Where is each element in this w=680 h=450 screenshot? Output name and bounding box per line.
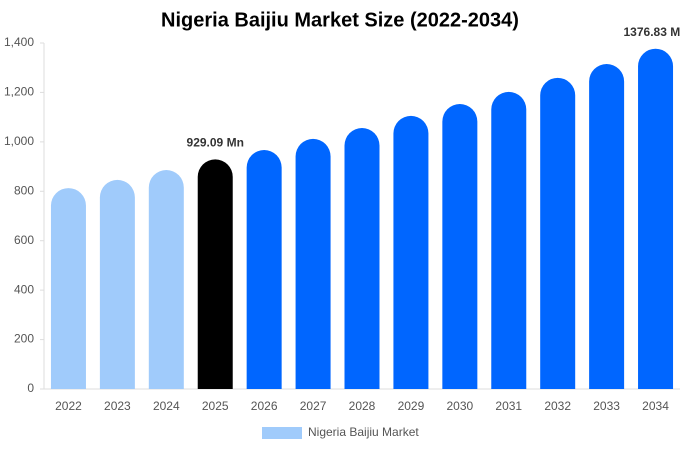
chart-title: Nigeria Baijiu Market Size (2022-2034) bbox=[161, 9, 519, 31]
bar bbox=[540, 77, 576, 390]
x-tick-label: 2025 bbox=[202, 399, 229, 413]
x-tick-label: 2029 bbox=[398, 399, 425, 413]
x-tick-label: 2028 bbox=[349, 399, 376, 413]
y-tick-label: 200 bbox=[14, 332, 34, 346]
x-tick-label: 2032 bbox=[544, 399, 571, 413]
y-tick-label: 600 bbox=[14, 233, 34, 247]
legend-label: Nigeria Baijiu Market bbox=[308, 425, 419, 439]
x-tick-label: 2024 bbox=[153, 399, 180, 413]
legend-swatch bbox=[262, 427, 302, 439]
bar bbox=[148, 170, 184, 389]
y-tick-label: 1,400 bbox=[4, 35, 34, 49]
bar bbox=[589, 64, 625, 389]
x-tick-label: 2027 bbox=[300, 399, 327, 413]
y-tick-label: 800 bbox=[14, 183, 34, 197]
bar bbox=[393, 115, 429, 389]
x-tick-label: 2023 bbox=[104, 399, 131, 413]
bar bbox=[442, 104, 478, 390]
x-tick-label: 2030 bbox=[446, 399, 473, 413]
y-tick-label: 1,200 bbox=[4, 85, 34, 99]
bar bbox=[344, 128, 380, 389]
bar bbox=[197, 159, 233, 389]
bar bbox=[638, 48, 674, 389]
x-tick-label: 2034 bbox=[642, 399, 669, 413]
y-tick-label: 400 bbox=[14, 282, 34, 296]
y-tick-label: 1,000 bbox=[4, 134, 34, 148]
x-tick-label: 2026 bbox=[251, 399, 278, 413]
bar bbox=[295, 138, 331, 389]
x-tick-label: 2031 bbox=[495, 399, 522, 413]
bar bbox=[50, 188, 86, 389]
value-label: 929.09 Mn bbox=[187, 136, 244, 150]
x-tick-label: 2022 bbox=[55, 399, 82, 413]
bar bbox=[491, 91, 527, 389]
bar bbox=[246, 150, 282, 389]
value-label: 1376.83 Mn bbox=[624, 25, 680, 39]
x-tick-label: 2033 bbox=[593, 399, 620, 413]
bar bbox=[99, 179, 135, 389]
y-tick-label: 0 bbox=[27, 381, 34, 395]
